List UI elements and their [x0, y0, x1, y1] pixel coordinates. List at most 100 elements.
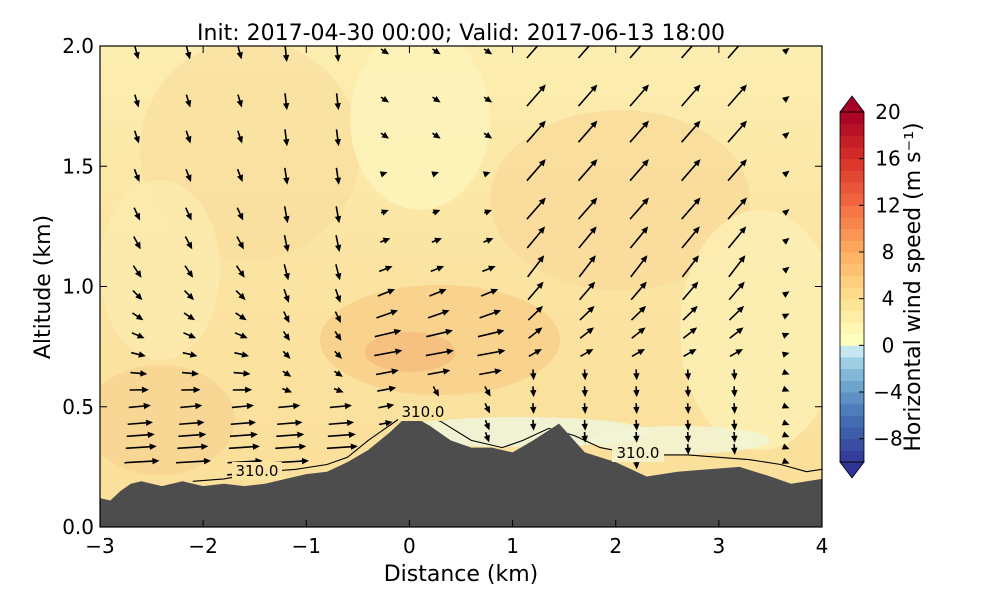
wind-arrow — [124, 457, 160, 465]
wind-arrow — [175, 457, 211, 465]
colorbar-extend-min — [839, 461, 865, 479]
wind-arrow — [581, 431, 588, 443]
wind-arrow — [483, 431, 490, 443]
x-tick-label: 0 — [403, 534, 416, 558]
wind-arrow — [326, 443, 358, 450]
wind-arrow — [782, 237, 790, 245]
wind-arrow — [577, 84, 598, 107]
wind-arrow — [432, 386, 440, 397]
x-axis-label: Distance (km) — [384, 562, 539, 587]
wind-arrow — [682, 281, 699, 301]
contour-patch-light-right — [680, 210, 822, 450]
wind-arrow — [782, 266, 790, 274]
colorbar-segment — [840, 310, 864, 323]
colorbar-segment — [840, 427, 864, 440]
wind-arrow — [334, 331, 342, 341]
wind-arrow — [184, 265, 194, 278]
wind-arrow — [630, 255, 648, 278]
wind-arrow — [334, 93, 341, 111]
wind-arrow — [431, 171, 439, 178]
wind-arrow — [185, 46, 192, 60]
x-tick-label: 2 — [609, 534, 622, 558]
colorbar-segment — [840, 438, 864, 451]
wind-arrow — [427, 368, 451, 376]
contour-patch-light-top — [350, 46, 490, 210]
wind-arrow — [283, 264, 290, 281]
wind-arrow — [334, 46, 341, 63]
wind-arrow — [334, 288, 342, 303]
wind-arrow — [731, 443, 738, 455]
wind-arrow — [231, 402, 254, 410]
colorbar-segment — [840, 170, 864, 183]
wind-arrow — [380, 47, 390, 55]
wind-arrow — [681, 120, 701, 143]
wind-arrow — [131, 351, 146, 358]
wind-arrow — [376, 309, 399, 319]
wind-arrow — [581, 386, 588, 398]
wind-arrow — [681, 197, 701, 220]
wind-arrow — [230, 419, 257, 426]
colorbar-label: Horizontal wind speed (m s⁻¹) — [901, 122, 926, 451]
wind-arrow — [334, 311, 341, 323]
colorbar-segment — [840, 123, 864, 136]
wind-arrow — [579, 305, 595, 321]
wind-arrow — [183, 332, 197, 339]
wind-arrow — [781, 368, 790, 375]
wind-arrow — [185, 130, 192, 144]
wind-arrow — [684, 403, 692, 414]
wind-arrow — [185, 168, 192, 183]
wind-arrow — [128, 402, 151, 410]
wind-arrow — [278, 402, 301, 410]
contour-patch-light-left — [100, 180, 220, 360]
wind-arrow — [577, 159, 598, 182]
wind-arrow — [236, 207, 244, 221]
wind-arrow — [236, 94, 243, 108]
x-tick-label: 1 — [506, 534, 519, 558]
colorbar-segment — [840, 333, 864, 346]
wind-arrow — [283, 288, 290, 303]
colorbar-segment — [840, 217, 864, 230]
wind-arrow — [682, 327, 698, 339]
wind-arrow — [133, 207, 141, 221]
colorbar-segment — [840, 322, 864, 335]
wind-arrow — [684, 386, 692, 398]
wind-arrow — [578, 255, 596, 278]
wind-arrow — [232, 386, 253, 394]
wind-arrow — [282, 331, 290, 341]
contour-patch-core — [365, 332, 455, 372]
wind-arrow — [782, 132, 790, 139]
wind-arrow — [727, 226, 747, 249]
wind-arrow — [282, 350, 291, 359]
wind-arrow — [633, 431, 640, 443]
wind-arrow — [377, 288, 396, 297]
wind-arrow — [334, 167, 342, 185]
wind-arrow — [133, 46, 140, 60]
wind-arrow — [729, 348, 744, 357]
wind-arrow — [229, 431, 258, 438]
wind-arrow — [684, 419, 692, 431]
wind-arrow — [178, 431, 207, 438]
wind-arrow — [182, 351, 198, 358]
wind-arrow — [633, 419, 640, 431]
wind-arrow — [577, 120, 598, 143]
colorbar-segment — [840, 287, 864, 300]
colorbar-tick-label: −8 — [873, 427, 902, 451]
isentrope-label-bg-center — [398, 403, 448, 421]
wind-arrow — [479, 309, 502, 319]
wind-arrow — [629, 84, 649, 107]
wind-arrow — [483, 419, 490, 431]
wind-arrow — [430, 265, 445, 273]
colorbar-segment — [840, 158, 864, 171]
wind-arrow — [283, 311, 290, 323]
wind-arrow — [483, 237, 494, 244]
isentrope-label-center: 310.0 — [402, 403, 445, 421]
colorbar-tick-label: 20 — [875, 100, 900, 124]
y-tick-label: 2.0 — [62, 34, 94, 58]
wind-arrow — [236, 130, 243, 144]
wind-arrow — [581, 403, 588, 414]
wind-arrow — [282, 46, 290, 63]
wind-arrow — [527, 305, 543, 321]
plot-area — [100, 46, 822, 527]
colorbar-segment — [840, 403, 864, 416]
wind-arrow — [526, 46, 539, 59]
